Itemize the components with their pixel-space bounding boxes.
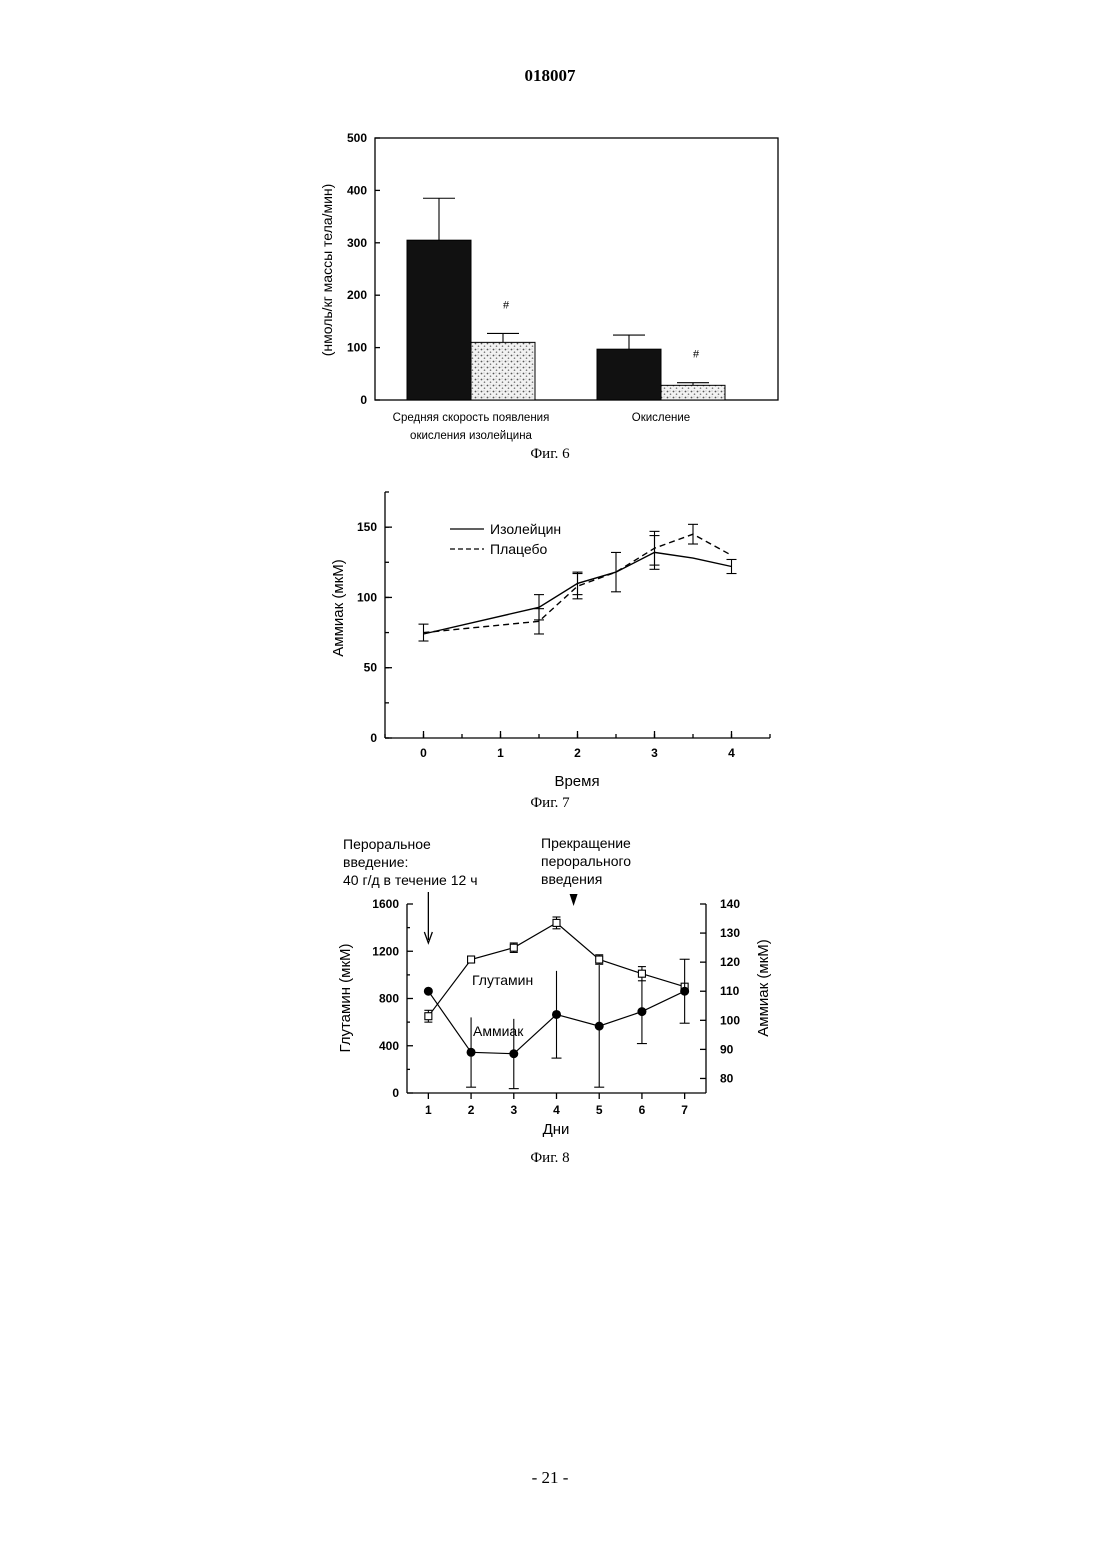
start-annotation-text: введение: <box>343 854 408 870</box>
left-y-tick-label: 0 <box>392 1086 399 1100</box>
glutamine-marker <box>425 1013 432 1020</box>
category-label: окисления изолейцина <box>410 430 533 442</box>
ammonia-marker <box>424 987 433 996</box>
error-bar <box>611 552 621 591</box>
x-tick-label: 1 <box>497 746 504 760</box>
y-tick-label: 300 <box>347 236 367 250</box>
right-y-tick-label: 80 <box>720 1071 734 1085</box>
error-bar <box>727 559 737 573</box>
ammonia-series-label: Аммиак <box>473 1023 524 1039</box>
x-axis-label: Дни <box>543 1121 570 1138</box>
x-axis-label: Время <box>554 773 599 790</box>
start-annotation-text: Пероральное <box>343 836 431 852</box>
glutamine-marker <box>553 919 560 926</box>
significance-marker: # <box>503 299 510 311</box>
y-tick-label: 50 <box>364 661 378 675</box>
ammonia-marker <box>595 1022 604 1031</box>
page-number: - 21 - <box>0 1468 1100 1488</box>
right-y-tick-label: 90 <box>720 1042 734 1056</box>
x-tick-label: 3 <box>651 746 658 760</box>
y-tick-label: 100 <box>357 590 377 604</box>
right-y-tick-label: 130 <box>720 926 740 940</box>
left-y-tick-label: 1200 <box>372 944 399 958</box>
figure-6-bar-chart: 0 100 200 300 400 500 (нмоль/кг массы тела/мин… <box>319 131 778 462</box>
x-tick-label: 6 <box>639 1103 646 1117</box>
legend-label: Изолейцин <box>490 521 561 537</box>
x-tick-label: 3 <box>510 1103 517 1117</box>
y-tick-label: 0 <box>370 731 377 745</box>
right-y-tick-label: 110 <box>720 984 740 998</box>
glutamine-marker <box>638 970 645 977</box>
bar <box>597 349 661 400</box>
right-y-tick-label: 100 <box>720 1013 740 1027</box>
x-tick-label: 7 <box>681 1103 688 1117</box>
right-y-tick-label: 120 <box>720 955 740 969</box>
ammonia-marker <box>467 1048 476 1057</box>
stop-annotation-text: Прекращение <box>541 835 631 851</box>
start-annotation-text: 40 г/д в течение 12 ч <box>343 872 477 888</box>
y-tick-label: 500 <box>347 131 367 145</box>
right-y-tick-label: 140 <box>720 897 740 911</box>
left-y-axis-label: Глутамин (мкМ) <box>337 943 354 1052</box>
ammonia-marker <box>552 1010 561 1019</box>
right-y-axis-label: Аммиак (мкМ) <box>755 939 772 1036</box>
x-tick-label: 1 <box>425 1103 432 1117</box>
x-tick-label: 4 <box>728 746 735 760</box>
x-tick-label: 0 <box>420 746 427 760</box>
x-tick-label: 4 <box>553 1103 560 1117</box>
category-label: Средняя скорость появления <box>393 412 550 424</box>
y-tick-label: 0 <box>360 393 367 407</box>
bar <box>661 385 725 400</box>
error-bar <box>650 531 660 565</box>
figure-7-line-chart: 0 50 100 150 0 1 2 3 4 Аммиак (мкМ) Время Изолейцин… <box>330 492 770 811</box>
ammonia-marker <box>680 987 689 996</box>
left-y-tick-label: 400 <box>379 1039 399 1053</box>
y-tick-label: 400 <box>347 183 367 197</box>
glutamine-series-label: Глутамин <box>472 972 533 988</box>
category-label: Окисление <box>632 412 690 424</box>
x-tick-label: 2 <box>468 1103 475 1117</box>
y-axis-label: (нмоль/кг массы тела/мин) <box>319 184 335 357</box>
x-tick-label: 2 <box>574 746 581 760</box>
left-y-tick-label: 1600 <box>372 897 399 911</box>
stop-annotation-text: введения <box>541 871 602 887</box>
stop-annotation-marker <box>570 894 578 906</box>
figure-caption: Фиг. 8 <box>530 1150 569 1166</box>
figure-8-dual-axis-chart: 0 400 800 1200 1600 80 90 100 110 120 130 140 1 2 3 4 5 6… <box>337 835 772 1166</box>
error-bar <box>688 524 698 544</box>
ammonia-marker <box>509 1049 518 1058</box>
ammonia-marker <box>637 1007 646 1016</box>
stop-annotation-text: перорального <box>541 853 631 869</box>
y-axis-label: Аммиак (мкМ) <box>330 559 347 656</box>
significance-marker: # <box>693 349 700 361</box>
x-tick-label: 5 <box>596 1103 603 1117</box>
bar <box>471 342 535 400</box>
figure-caption: Фиг. 6 <box>530 446 570 462</box>
glutamine-marker <box>468 956 475 963</box>
figure-caption: Фиг. 7 <box>530 795 570 811</box>
y-tick-label: 150 <box>357 520 377 534</box>
bar <box>407 240 471 400</box>
glutamine-marker <box>596 956 603 963</box>
glutamine-marker <box>510 944 517 951</box>
y-tick-label: 100 <box>347 341 367 355</box>
left-y-tick-label: 800 <box>379 992 399 1006</box>
legend-label: Плацебо <box>490 541 548 557</box>
y-tick-label: 200 <box>347 288 367 302</box>
